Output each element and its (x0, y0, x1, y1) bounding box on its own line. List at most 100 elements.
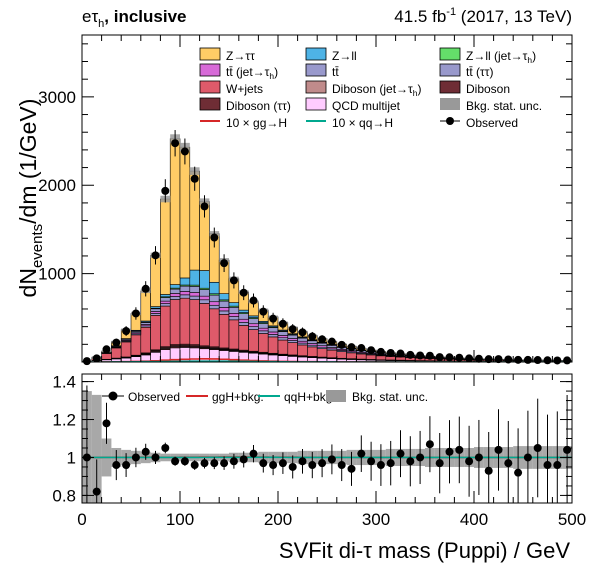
bar-ttbar_jet (249, 324, 259, 327)
bar-ttbar_tt (200, 300, 210, 304)
bar-ttbar_tt (160, 304, 170, 306)
bar-wjets (337, 352, 347, 359)
legend-swatch-wjets (200, 81, 220, 93)
observed-point (201, 202, 209, 210)
legend-marker (446, 117, 454, 125)
observed-point (397, 350, 405, 358)
observed-point (465, 354, 473, 362)
observed-point (152, 251, 160, 259)
bar-wjets (121, 342, 131, 357)
ratio-point (289, 463, 297, 471)
legend-swatch-ztt (200, 48, 220, 60)
observed-point (259, 308, 267, 316)
legend-label: Z→ll (jet→τh) (466, 49, 536, 65)
bar-wjets (327, 350, 337, 358)
observed-point (308, 332, 316, 340)
ratio-legend-label: Bkg. stat. unc. (352, 390, 428, 404)
observed-point (455, 354, 463, 362)
bar-ttbar_jet (209, 302, 219, 306)
observed-point (161, 187, 169, 195)
ratio-point (240, 455, 248, 463)
ratio-point (387, 459, 395, 467)
ratio-point (230, 457, 238, 465)
legend-swatch-qcd (306, 98, 326, 110)
legend-swatch-ttbar_jet (200, 64, 220, 76)
bar-qcd (209, 350, 219, 362)
observed-point (289, 325, 297, 333)
bar-zll (200, 271, 210, 289)
legend-label: tt̄ (332, 65, 339, 79)
bar-ztt (160, 199, 170, 294)
observed-point (220, 259, 228, 267)
bar-ttbar_tt (268, 334, 278, 336)
observed-point (406, 351, 414, 359)
ratio-point (475, 453, 483, 461)
ratio-point (524, 453, 532, 461)
observed-point (348, 343, 356, 351)
legend-label: Diboson (466, 82, 510, 96)
legend-label: tt̄ (ττ) (466, 65, 493, 79)
ratio-point (152, 453, 160, 461)
legend-label: Z→ττ (226, 49, 255, 63)
observed-point (553, 356, 561, 364)
bar-wjets (200, 303, 210, 345)
observed-point (328, 338, 336, 346)
observed-point (318, 335, 326, 343)
bar-zll (190, 270, 200, 285)
ratio-point (504, 459, 512, 467)
observed-point (112, 339, 120, 347)
bar-wjets (376, 356, 386, 360)
ratio-point (259, 459, 267, 467)
ratio-point (220, 459, 228, 467)
ratio-point (455, 446, 463, 454)
ratio-point (338, 461, 346, 469)
ratio-point (465, 457, 473, 465)
bar-ttbar (258, 324, 268, 329)
x-tick-label: 200 (264, 510, 292, 529)
bar-wjets (160, 306, 170, 347)
ratio-y-tick-label: 0.8 (52, 486, 76, 505)
ratio-point (132, 453, 140, 461)
bar-ttbar (288, 335, 298, 338)
bar-ttbar (209, 295, 219, 302)
header-channel: eτh, inclusive (82, 7, 187, 30)
ratio-point (161, 444, 169, 452)
observed-point (299, 328, 307, 336)
observed-point (338, 341, 346, 349)
ratio-point (544, 461, 552, 469)
ratio-point (357, 450, 365, 458)
ratio-y-tick-label: 1.4 (52, 373, 76, 392)
ratio-point (142, 448, 150, 456)
bar-ttbar (180, 286, 190, 291)
ratio-point (122, 461, 130, 469)
ratio-point (308, 461, 316, 469)
bar-wjets (229, 320, 239, 349)
ratio-point (269, 461, 277, 469)
bar-zll (170, 285, 180, 289)
bar-wjets (190, 300, 200, 345)
ratio-point (171, 457, 179, 465)
legend-label: Bkg. stat. unc. (466, 99, 542, 113)
ratio-legend-label: ggH+bkg. (212, 390, 264, 404)
bar-wjets (219, 314, 229, 348)
bar-wjets (366, 355, 376, 360)
observed-point (534, 356, 542, 364)
y-tick-label: 1000 (38, 265, 76, 284)
bar-ttbar_tt (229, 317, 239, 320)
bar-zll (160, 294, 170, 296)
bar-ttbar (219, 301, 229, 307)
observed-point (230, 276, 238, 284)
legend-swatch-zll (306, 48, 326, 60)
ratio-point (406, 457, 414, 465)
bar-ttbar_tt (249, 327, 259, 330)
bar-wjets (209, 309, 219, 347)
legend-swatch-stat_unc (440, 98, 460, 110)
bar-ttbar (170, 289, 180, 293)
ratio-y-tick-label: 1 (67, 448, 76, 467)
ratio-point (416, 453, 424, 461)
bar-zll (239, 310, 249, 312)
observed-point (426, 352, 434, 360)
